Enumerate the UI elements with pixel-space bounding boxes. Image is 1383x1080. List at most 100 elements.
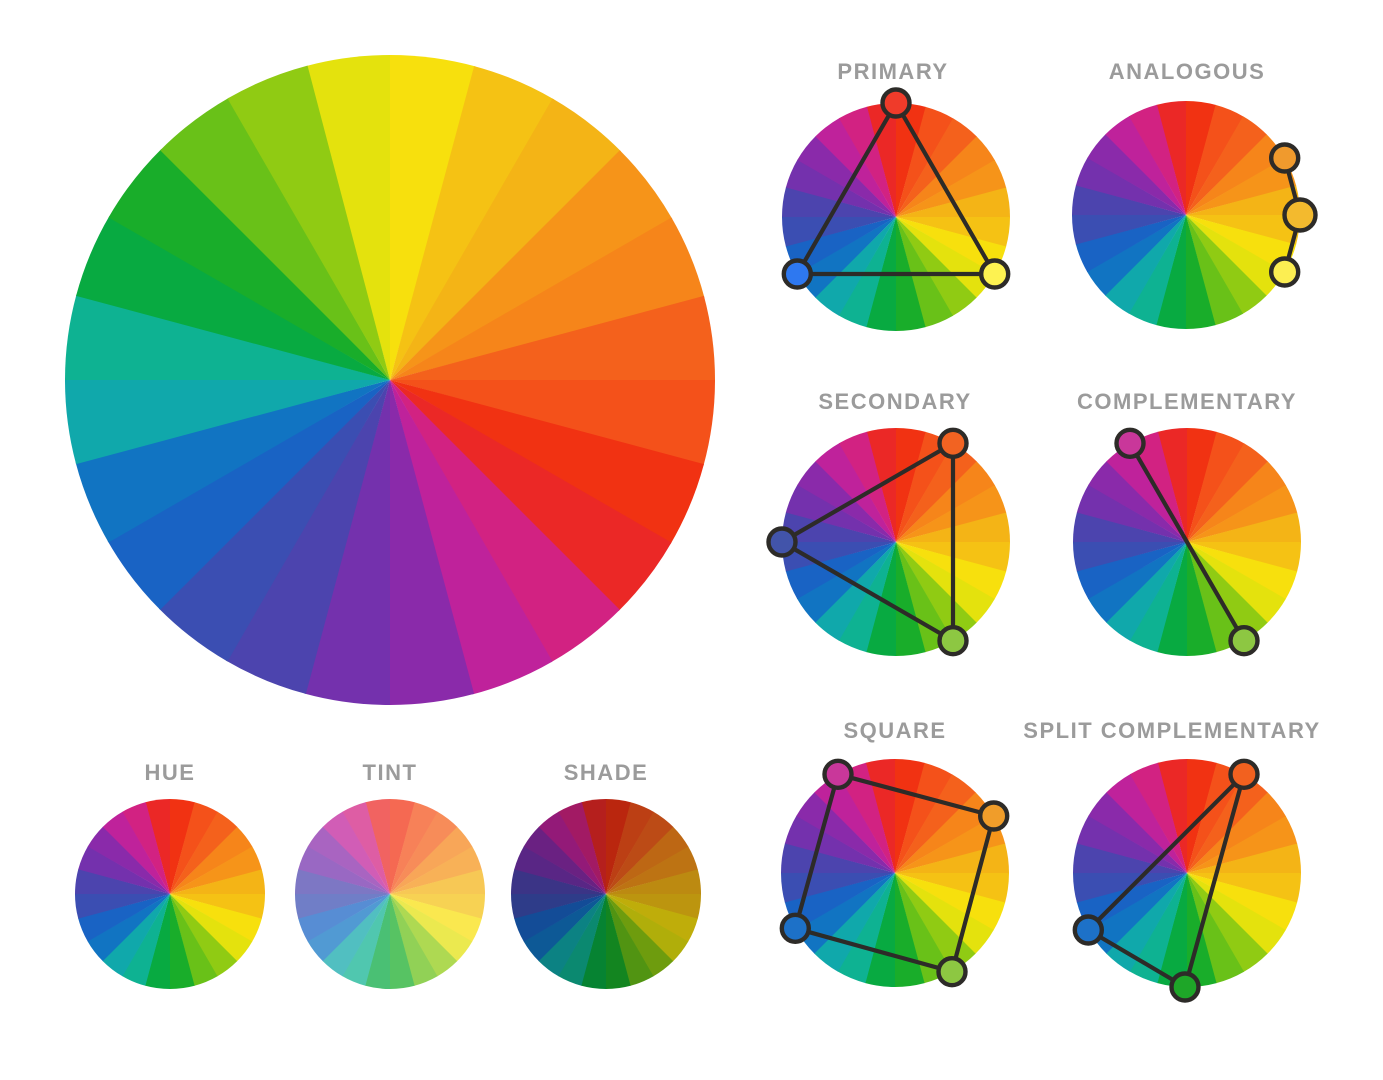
scheme-marker-yellow-green: [937, 624, 969, 657]
wheel-segment: [388, 380, 475, 706]
wheel-segment: [1129, 542, 1187, 653]
wheel-segment: [390, 869, 486, 895]
wheel-segment: [1186, 104, 1244, 215]
scheme-marker-yellow: [1268, 256, 1301, 288]
wheel-segment: [606, 894, 674, 977]
split-complementary-scheme-wheel: [1072, 758, 1302, 1003]
wheel-segment: [895, 873, 976, 973]
wheel-segment: [785, 484, 896, 542]
big-color-wheel: [64, 54, 716, 706]
wheel-segment: [304, 380, 390, 705]
hue-wheel: [74, 798, 266, 990]
wheel-segment: [65, 294, 390, 380]
wheel-segment: [1187, 542, 1301, 573]
tint-wheel: [294, 798, 486, 990]
wheel-segment: [1185, 215, 1216, 330]
wheel-segment: [390, 55, 476, 380]
wheel-segment: [307, 826, 390, 894]
wheel-segment: [895, 774, 977, 873]
complementary-scheme-wheel: [1072, 427, 1302, 657]
wheel-segment: [1088, 791, 1187, 873]
scheme-marker-orange: [977, 800, 1010, 832]
wheel-segment: [814, 542, 896, 641]
secondary-scheme-wheel: [766, 427, 1011, 657]
wheel-segment: [864, 873, 895, 987]
wheel-segment: [390, 811, 458, 894]
scheme-marker-green: [1169, 971, 1201, 1003]
wheel-segment: [1186, 158, 1297, 215]
wheel-segment: [866, 102, 897, 217]
wheel-segment: [814, 773, 895, 873]
wheel-segment: [1187, 431, 1245, 542]
scheme-label-complementary: COMPLEMENTARY: [1077, 389, 1297, 414]
scheme-label-square: SQUARE: [843, 718, 947, 743]
wheel-segment: [170, 811, 238, 894]
wheel-segment: [606, 869, 702, 895]
wheel-segment: [1187, 461, 1287, 542]
wheel-segment: [1186, 215, 1267, 315]
scheme-connector-line: [1086, 772, 1247, 990]
scheme-marker-blue: [1072, 914, 1104, 946]
wheel-segment: [295, 868, 390, 894]
scheme-marker-yellow-orange: [1282, 197, 1318, 233]
wheel-segment: [390, 66, 554, 380]
wheel-segment: [797, 460, 896, 542]
wheel-segment: [170, 894, 262, 942]
wheel-segment: [895, 762, 953, 873]
wheel-segment: [896, 431, 954, 542]
wheel-segment: [75, 380, 390, 543]
wheel-segment: [1187, 443, 1269, 542]
wheel-segment: [390, 380, 672, 612]
wheel-segment: [839, 431, 896, 542]
wheel-segment: [606, 802, 654, 894]
wheel-segment: [390, 380, 704, 544]
wheel-segment: [1087, 542, 1187, 623]
wheel-segment: [170, 894, 253, 962]
wheel-segment: [896, 461, 996, 542]
wheel-segment: [511, 868, 606, 894]
variant-label-shade: SHADE: [563, 760, 649, 785]
variant-label-hue: HUE: [144, 760, 196, 785]
wheel-segment: [1105, 542, 1187, 641]
wheel-segment: [1186, 215, 1285, 297]
wheel-segment: [796, 217, 896, 298]
wheel-segment: [896, 542, 977, 642]
wheel-segment: [76, 216, 390, 380]
wheel-segment: [1073, 511, 1187, 542]
wheel-segment: [839, 106, 896, 217]
scheme-label-primary: PRIMARY: [837, 59, 949, 84]
wheel-segment: [785, 217, 896, 274]
scheme-label-secondary: SECONDARY: [818, 389, 972, 414]
wheel-segment: [606, 811, 674, 894]
scheme-marker-blue: [779, 912, 811, 945]
wheel-segment: [1087, 873, 1187, 954]
wheel-segment: [1072, 541, 1187, 572]
wheel-segment: [75, 868, 170, 894]
scheme-marker-magenta: [1114, 427, 1146, 459]
wheel-segment: [896, 118, 978, 217]
wheel-segment: [1087, 133, 1186, 215]
wheel-segment: [122, 802, 170, 894]
wheel-segment: [78, 846, 170, 894]
wheel-segment: [390, 217, 705, 380]
primary-scheme-wheel: [781, 87, 1011, 332]
wheel-segment: [1129, 104, 1186, 215]
wheel-segment: [1104, 215, 1186, 314]
wheel-segment: [322, 811, 390, 894]
wheel-segment: [523, 894, 606, 962]
wheel-segment: [1186, 215, 1243, 326]
square-scheme-wheel: [779, 758, 1010, 988]
wheel-segment: [390, 894, 485, 920]
scheme-marker-blue: [781, 258, 813, 290]
wheel-segment: [1187, 873, 1268, 973]
wheel-segment: [1186, 542, 1217, 657]
wheel-segment: [896, 542, 995, 624]
wheel-segment: [1187, 485, 1298, 542]
wheel-segment: [227, 65, 390, 380]
wheel-segment: [606, 894, 701, 920]
wheel-segment: [1088, 460, 1187, 542]
wheel-segment: [1105, 873, 1187, 972]
wheel-segment: [1156, 542, 1187, 656]
wheel-segment: [1187, 873, 1244, 984]
wheel-segment: [1075, 215, 1186, 272]
